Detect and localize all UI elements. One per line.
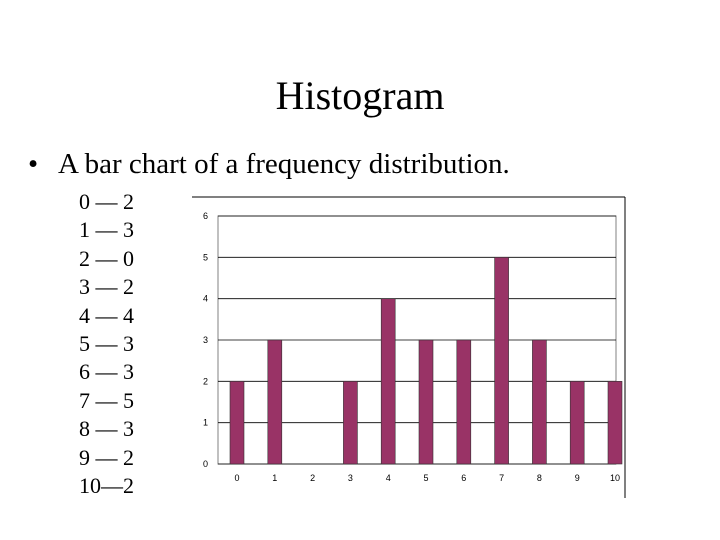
frequency-item: 7 — 5 [79, 387, 134, 413]
y-tick-label: 2 [203, 376, 208, 386]
x-tick-label: 4 [386, 473, 391, 483]
y-tick-label: 1 [203, 418, 208, 428]
bar [569, 381, 585, 465]
x-tick-label: 7 [499, 473, 504, 483]
frequency-item: 4 — 4 [79, 302, 134, 328]
bar [494, 257, 509, 465]
bar [343, 381, 358, 465]
frequency-item: 6 — 3 [79, 359, 134, 385]
frequency-item: 3 — 2 [79, 274, 134, 300]
y-tick-label: 4 [203, 294, 208, 304]
bar [607, 381, 623, 465]
x-tick-label: 9 [575, 473, 580, 483]
bullet-marker: • [28, 148, 39, 180]
x-tick-label: 3 [348, 473, 353, 483]
frequency-item: 0 — 2 [79, 189, 134, 214]
frequency-item: 8 — 3 [79, 416, 134, 442]
bar [418, 339, 434, 465]
bullet-text: A bar chart of a frequency distribution. [58, 148, 510, 180]
x-tick-label: 8 [537, 473, 542, 483]
frequency-item: 10—2 [79, 473, 134, 499]
bar [532, 339, 547, 465]
x-tick-label: 5 [423, 473, 428, 483]
bar [456, 339, 472, 465]
x-tick-label: 1 [272, 473, 277, 483]
slide-title: Histogram [275, 73, 445, 118]
x-tick-label: 2 [310, 473, 315, 483]
x-tick-label: 0 [234, 473, 239, 483]
frequency-item: 2 — 0 [79, 245, 134, 271]
bar [267, 339, 283, 465]
frequency-item: 9 — 2 [79, 444, 134, 470]
frequency-item: 5 — 3 [79, 331, 134, 357]
bullet-point: • A bar chart of a frequency distribution… [28, 146, 510, 182]
x-tick-label: 6 [461, 473, 466, 483]
y-tick-label: 0 [203, 459, 208, 469]
y-tick-label: 3 [203, 335, 208, 345]
y-tick-label: 6 [203, 211, 208, 221]
frequency-item: 1 — 3 [79, 217, 134, 243]
bar [380, 298, 396, 465]
bar [229, 381, 245, 465]
x-tick-label: 10 [610, 473, 620, 483]
y-tick-label: 5 [203, 252, 208, 262]
